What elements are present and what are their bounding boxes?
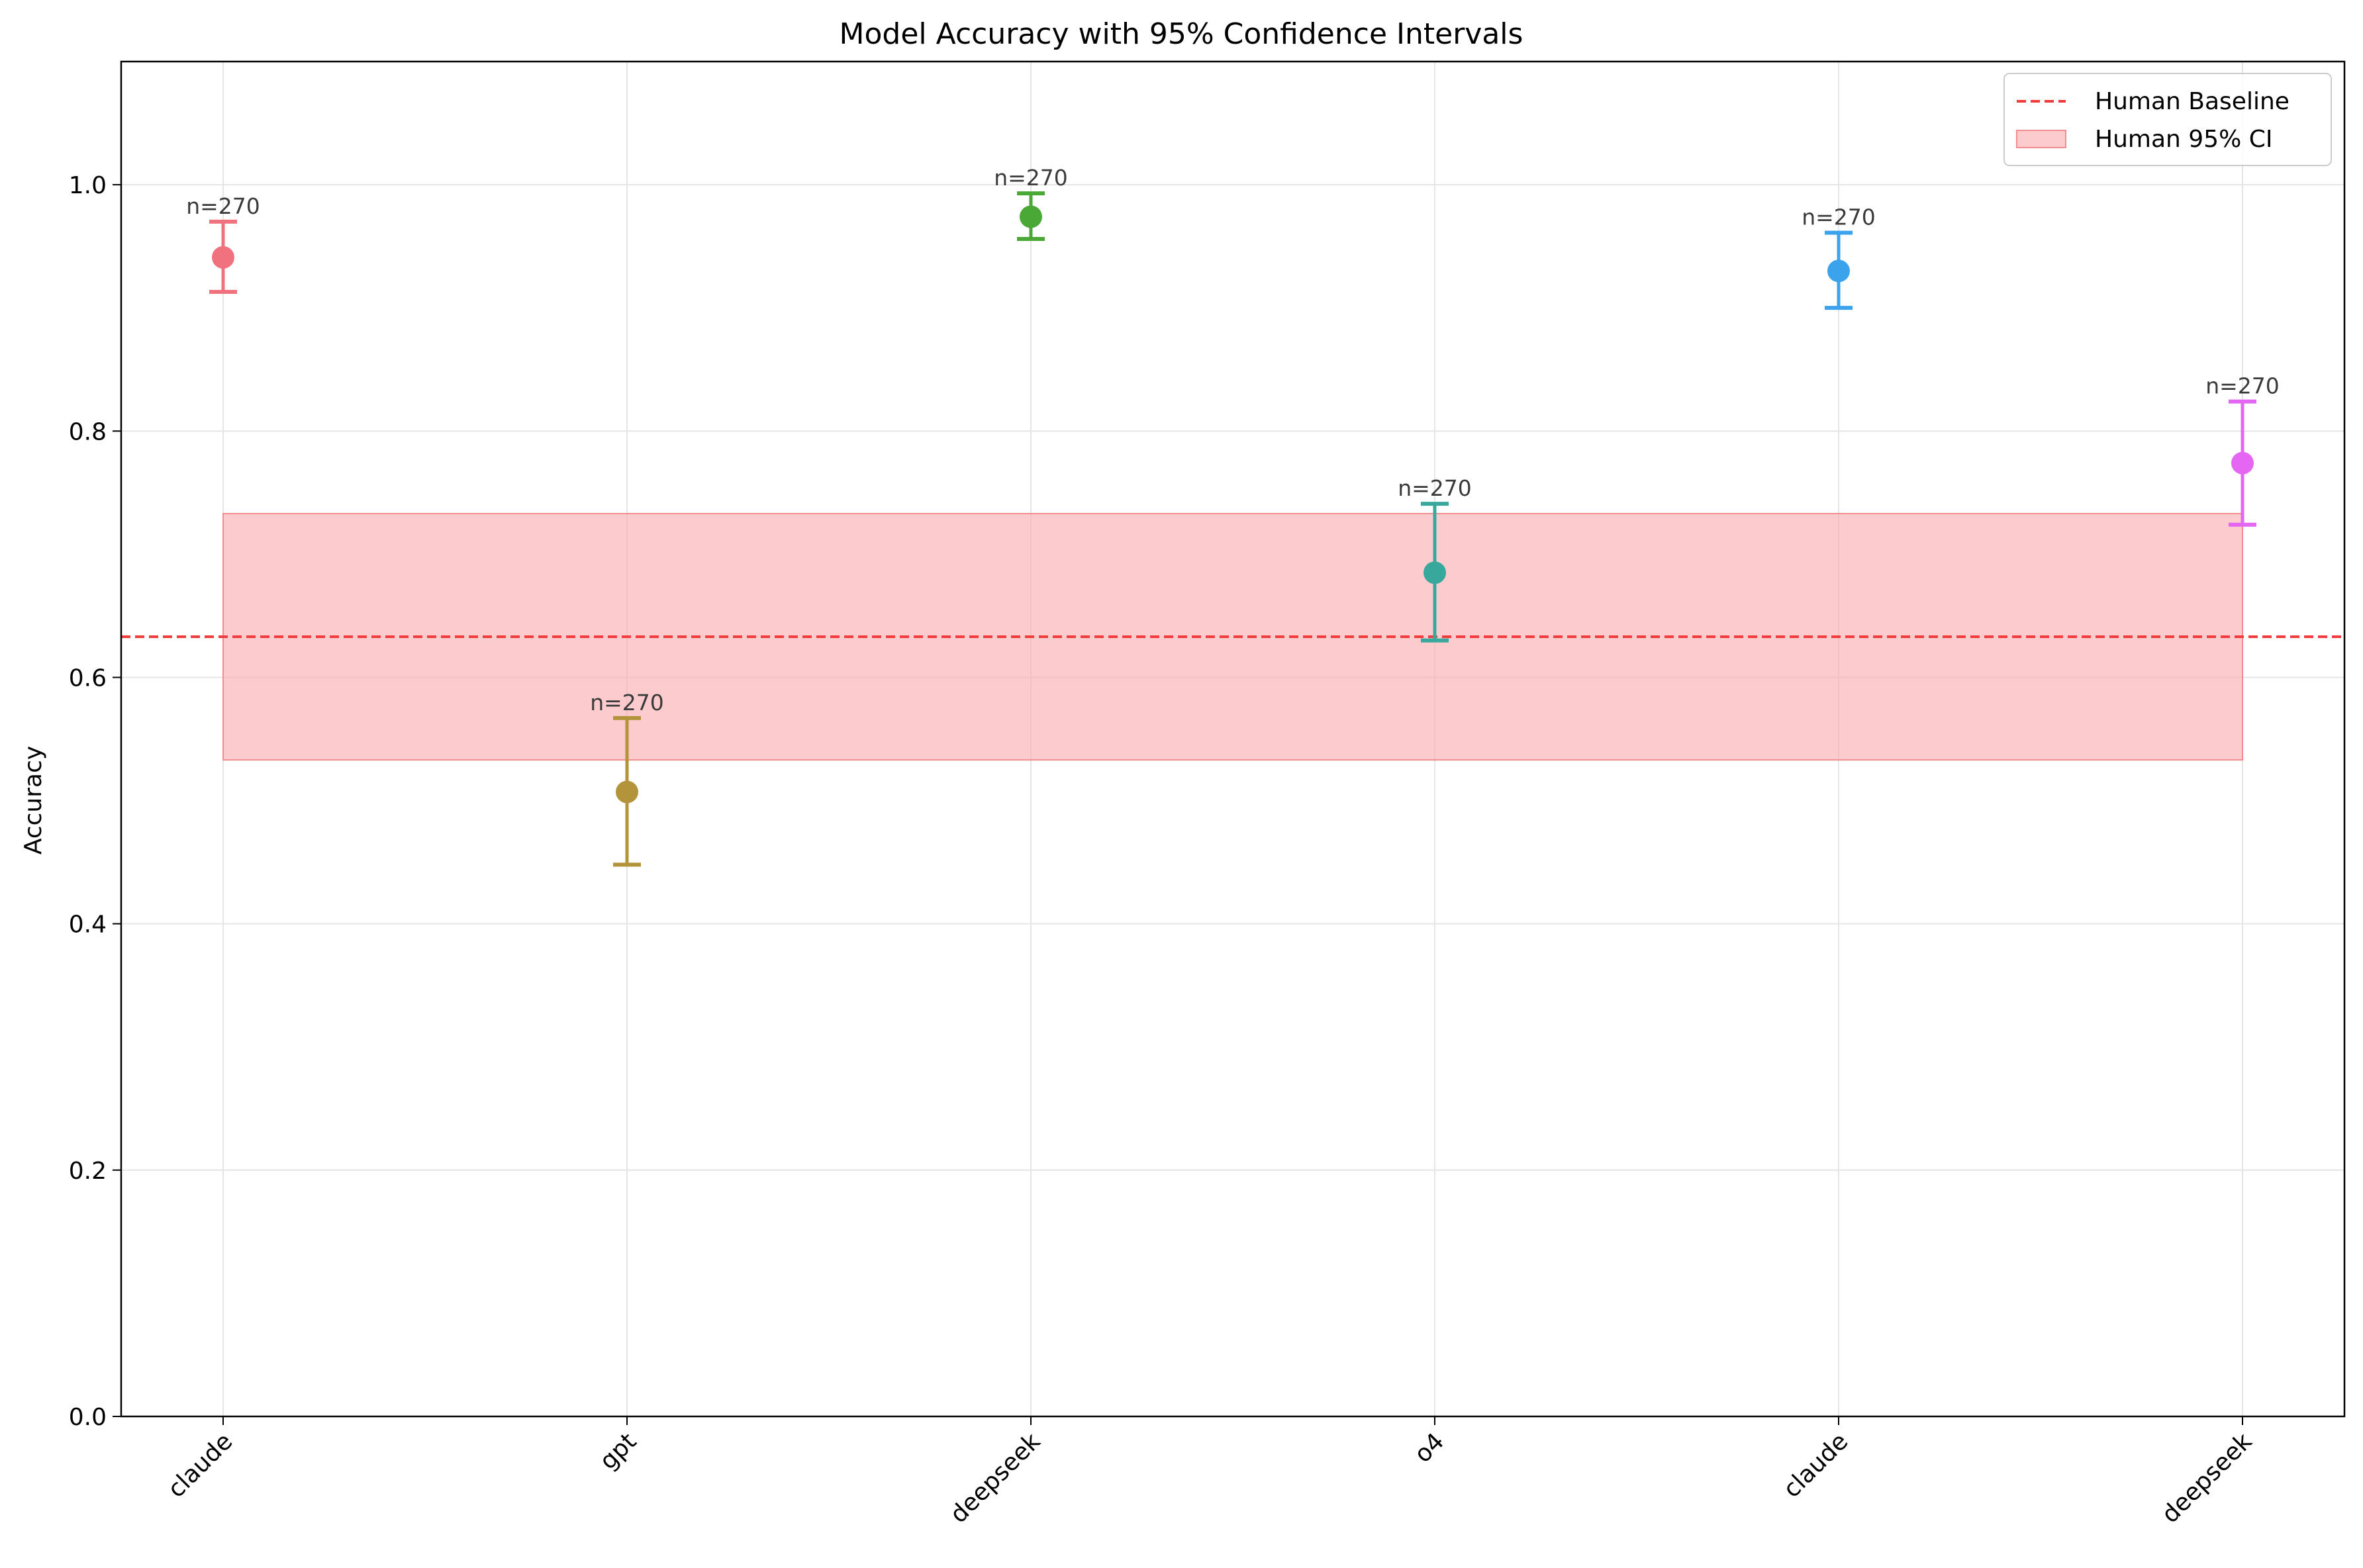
chart-title: Model Accuracy with 95% Confidence Inter… (840, 17, 1523, 51)
model-point-group: n=270 (1802, 205, 1876, 310)
data-point (1020, 205, 1042, 228)
data-point (616, 780, 638, 804)
model-point-group: n=270 (2205, 373, 2280, 527)
legend-ci-label: Human 95% CI (2095, 126, 2273, 153)
legend-baseline-label: Human Baseline (2095, 88, 2290, 115)
model-point-group: n=270 (1398, 475, 1472, 643)
y-tick-label: 0.4 (69, 911, 107, 939)
data-point (212, 246, 234, 269)
plot-frame (120, 60, 2346, 1418)
y-tick-label: 1.0 (69, 172, 107, 199)
sample-size-label: n=270 (1398, 475, 1472, 501)
model-point-group: n=270 (590, 690, 664, 867)
y-tick-label: 0.0 (69, 1404, 107, 1431)
sample-size-label: n=270 (2205, 373, 2280, 399)
sample-size-label: n=270 (994, 165, 1068, 191)
data-point (1827, 259, 1850, 283)
y-tick-label: 0.2 (69, 1158, 107, 1185)
legend-ci-swatch (2016, 130, 2066, 148)
y-axis-label: Accuracy (20, 746, 47, 854)
data-point (1423, 561, 1446, 584)
sample-size-label: n=270 (590, 690, 664, 715)
model-point-group: n=270 (994, 165, 1068, 241)
y-tick-label: 0.8 (69, 418, 107, 445)
sample-size-label: n=270 (1802, 205, 1876, 230)
model-point-group: n=270 (186, 193, 260, 294)
legend: Human Baseline Human 95% CI (2003, 73, 2332, 166)
sample-size-label: n=270 (186, 193, 260, 219)
data-point (2231, 451, 2254, 475)
y-tick-label: 0.6 (69, 665, 107, 692)
legend-box (2003, 73, 2332, 166)
model-points: n=270 n=270 n=270 n=270 n=270 n=270 (186, 165, 2280, 867)
